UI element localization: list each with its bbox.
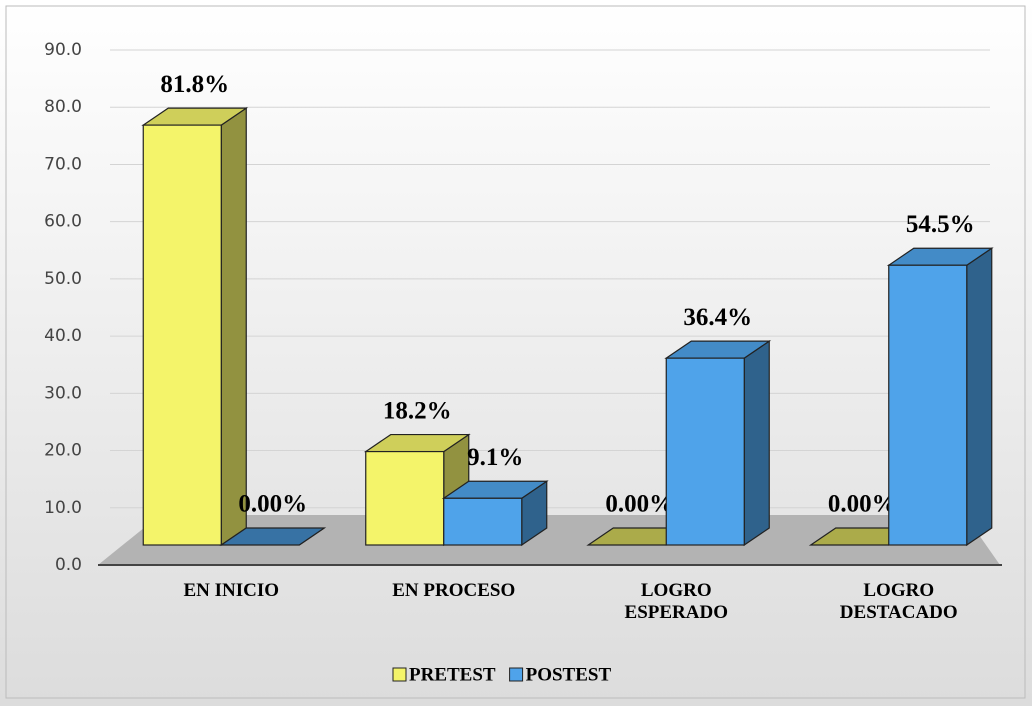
y-tick-label: 80.0 (44, 97, 82, 117)
legend-label: POSTEST (526, 664, 612, 685)
bar (443, 497, 523, 546)
legend-swatch (509, 667, 524, 682)
y-tick-label: 60.0 (44, 212, 82, 232)
value-label: 9.1% (467, 444, 523, 471)
y-tick-label: 70.0 (44, 154, 82, 174)
value-label: 0.00% (238, 491, 307, 518)
bar (142, 124, 222, 546)
y-tick-label: 40.0 (44, 326, 82, 346)
bar (665, 357, 745, 546)
y-tick-label: 90.0 (44, 40, 82, 60)
bar-side (743, 340, 770, 547)
y-tick-label: 0.0 (55, 555, 82, 575)
legend-swatch (392, 667, 407, 682)
legend-label: PRETEST (409, 664, 496, 685)
bar (365, 450, 445, 546)
x-tick-label: LOGRO ESPERADO (624, 580, 728, 623)
y-tick-label: 30.0 (44, 383, 82, 403)
value-label: 0.00% (828, 491, 897, 518)
x-tick-label: EN INICIO (183, 580, 280, 601)
bar (888, 264, 968, 546)
value-label: 36.4% (683, 304, 752, 331)
x-tick-label: LOGRO DESTACADO (839, 580, 958, 623)
bar-side (220, 106, 247, 547)
value-label: 54.5% (906, 211, 975, 238)
value-label: 81.8% (160, 71, 229, 98)
y-tick-label: 10.0 (44, 498, 82, 518)
bar-side (966, 247, 993, 547)
value-label: 0.00% (605, 491, 674, 518)
value-label: 18.2% (383, 397, 452, 424)
y-tick-label: 20.0 (44, 441, 82, 461)
x-tick-label: EN PROCESO (392, 580, 516, 601)
frame (5, 5, 1026, 699)
bar-top (219, 527, 327, 546)
y-tick-label: 50.0 (44, 269, 82, 289)
